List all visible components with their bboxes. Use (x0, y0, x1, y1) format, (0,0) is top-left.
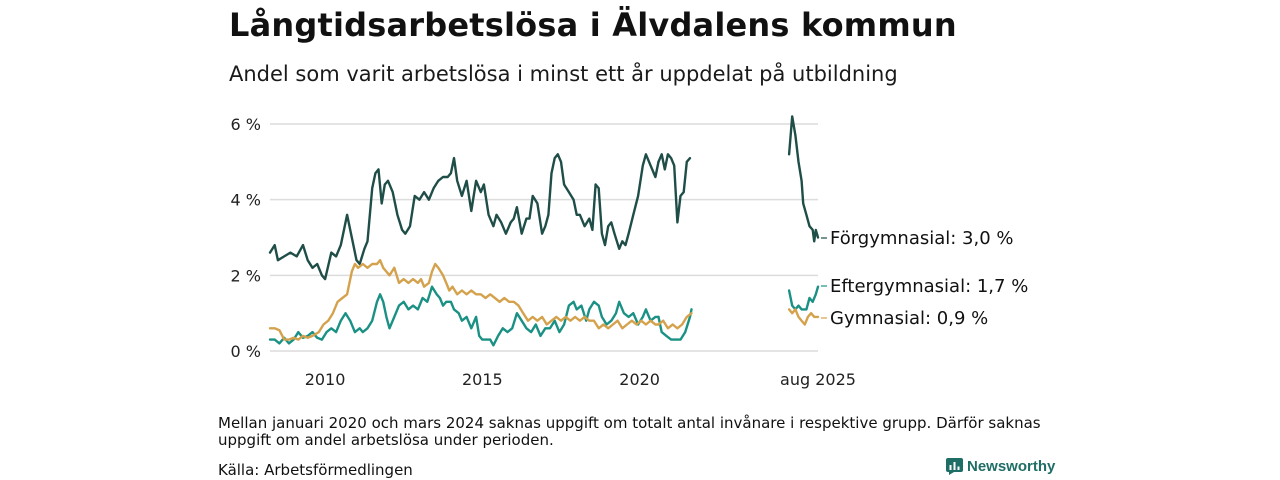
series-line-eftergymnasial-segment-3 (787, 285, 820, 311)
chart-title: Långtidsarbetslösa i Älvdalens kommun (229, 6, 957, 44)
source-text: Källa: Arbetsförmedlingen (218, 461, 413, 479)
series-line-förgymnasial-segment-1 (268, 153, 660, 281)
x-tick-label: 2010 (305, 370, 346, 389)
end-labels: Förgymnasial: 3,0 % Eftergymnasial: 1,7 %… (821, 228, 1028, 329)
x-tick-label: 2015 (462, 370, 503, 389)
series-end-label: Förgymnasial: 3,0 % (830, 228, 1014, 249)
series-line-förgymnasial-segment-3 (787, 115, 820, 243)
series-line-gymnasial-segment-3 (787, 308, 820, 326)
x-tick-label: 2020 (619, 370, 660, 389)
series-line-eftergymnasial-segment-2 (657, 308, 693, 341)
series-end-label: Gymnasial: 0,9 % (830, 308, 988, 329)
y-tick-label: 0 % (231, 342, 261, 361)
brand-logo[interactable]: Newsworthy (946, 458, 1055, 475)
footnote: Mellan januari 2020 och mars 2024 saknas… (218, 414, 1041, 449)
series-line-gymnasial-segment-1 (268, 259, 660, 341)
series-line-förgymnasial-segment-2 (657, 153, 692, 224)
gridlines (270, 123, 818, 352)
y-tick-label: 4 % (231, 191, 261, 210)
brand-name: Newsworthy (967, 458, 1056, 475)
newsworthy-logo-icon (946, 458, 963, 475)
x-tick-label: aug 2025 (780, 370, 856, 389)
series-line-eftergymnasial-segment-1 (268, 285, 660, 347)
line-chart: 0 % 2 % 4 % 6 % 2010 2015 2020 aug 2025 Förgym… (231, 115, 1029, 389)
y-tick-label: 2 % (231, 266, 261, 285)
series-lines (268, 115, 820, 347)
chart-subtitle: Andel som varit arbetslösa i minst ett å… (229, 62, 898, 86)
series-line-gymnasial-segment-2 (657, 312, 693, 330)
y-axis-ticks: 0 % 2 % 4 % 6 % (231, 115, 261, 361)
x-axis-ticks: 2010 2015 2020 aug 2025 (305, 370, 856, 389)
series-end-label: Eftergymnasial: 1,7 % (830, 276, 1028, 297)
y-tick-label: 6 % (231, 115, 261, 134)
